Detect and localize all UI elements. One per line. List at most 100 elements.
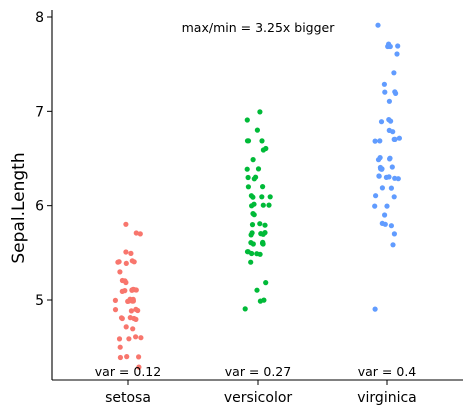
data-point-versicolor [251,201,257,207]
data-point-virginica [377,155,383,161]
data-point-versicolor [267,194,273,200]
data-point-virginica [378,119,385,125]
data-point-setosa [116,336,123,342]
data-point-versicolor [242,306,248,312]
data-point-versicolor [254,287,260,293]
data-point-versicolor [257,251,263,257]
data-point-virginica [387,43,393,50]
data-point-setosa [130,326,136,332]
data-point-versicolor [262,222,268,228]
data-point-versicolor [254,127,260,133]
data-point-virginica [387,156,393,162]
data-point-virginica [372,203,378,209]
data-point-versicolor [244,166,250,172]
data-point-setosa [127,315,133,321]
data-point-setosa [136,354,142,360]
data-point-virginica [391,231,397,237]
data-point-setosa [125,298,131,304]
data-point-virginica [373,193,379,199]
data-point-versicolor [260,202,266,208]
data-point-setosa [112,307,119,313]
data-point-setosa [136,364,142,370]
data-point-virginica [382,212,388,218]
data-point-virginica [386,127,392,133]
variance-label-virginica: var = 0.4 [358,364,417,379]
data-point-virginica [391,70,397,76]
data-point-virginica [384,203,390,209]
data-point-versicolor [248,240,254,246]
data-point-virginica [372,138,378,144]
data-point-setosa [112,297,118,303]
data-point-virginica [379,185,385,191]
data-point-virginica [388,118,394,124]
data-point-setosa [116,259,122,265]
data-point-setosa [138,335,144,341]
data-point-versicolor [266,202,272,208]
data-point-setosa [129,258,135,264]
data-point-virginica [390,242,396,248]
variance-label-setosa: var = 0.12 [95,364,161,379]
data-point-versicolor [245,174,251,181]
data-point-setosa [133,306,139,312]
data-point-virginica [386,98,392,104]
data-point-setosa [123,249,129,255]
x-tick-label-setosa: setosa [105,390,151,406]
data-point-virginica [379,220,385,226]
data-point-setosa [128,308,134,314]
data-point-versicolor [255,166,262,172]
data-point-setosa [129,298,136,304]
data-point-virginica [396,135,402,141]
data-point-virginica [388,185,394,191]
data-points [112,22,402,370]
data-point-virginica [393,90,399,96]
data-point-setosa [117,269,123,275]
data-point-versicolor [257,109,263,115]
data-point-virginica [381,81,387,87]
data-point-versicolor [257,221,263,227]
data-point-virginica [392,175,398,181]
data-point-setosa [137,231,143,237]
data-point-versicolor [249,250,255,257]
data-point-versicolor [249,230,255,236]
y-tick-label: 6 [35,199,44,215]
data-point-virginica [391,194,397,200]
data-point-setosa [117,344,123,350]
data-point-setosa [129,287,135,293]
data-point-versicolor [250,157,256,163]
data-point-versicolor [245,184,251,190]
data-point-versicolor [251,176,257,182]
data-point-setosa [123,221,129,227]
x-tick-label-virginica: virginica [357,390,417,406]
data-point-versicolor [249,222,256,228]
x-tick-label-versicolor: versicolor [224,390,293,406]
y-axis-title: Sepal.Length [9,152,29,263]
data-point-virginica [388,223,394,229]
data-point-versicolor [260,184,266,190]
data-point-versicolor [261,297,267,303]
data-point-virginica [389,164,395,170]
data-point-setosa [128,250,134,256]
data-point-setosa [123,324,129,330]
data-point-setosa [118,315,125,321]
x-axis-ticks: setosa versicolor virginica [105,380,417,406]
data-point-setosa [126,336,132,342]
data-point-versicolor [260,231,266,237]
y-axis-ticks: 5 6 7 8 [35,10,52,309]
data-point-virginica [372,306,378,312]
data-point-setosa [133,316,139,322]
data-point-versicolor [251,212,257,218]
data-point-versicolor [260,241,266,247]
data-point-virginica [378,166,384,172]
data-point-setosa [133,334,139,340]
variance-label-versicolor: var = 0.27 [225,364,291,379]
data-point-versicolor [244,138,251,144]
y-tick-label: 5 [35,293,44,309]
ratio-annotation: max/min = 3.25x bigger [182,20,336,35]
data-point-virginica [375,22,381,28]
data-point-virginica [395,43,401,49]
data-point-virginica [377,138,383,144]
y-tick-label: 7 [35,104,44,120]
data-point-setosa [124,354,130,360]
y-tick-label: 8 [35,10,44,26]
